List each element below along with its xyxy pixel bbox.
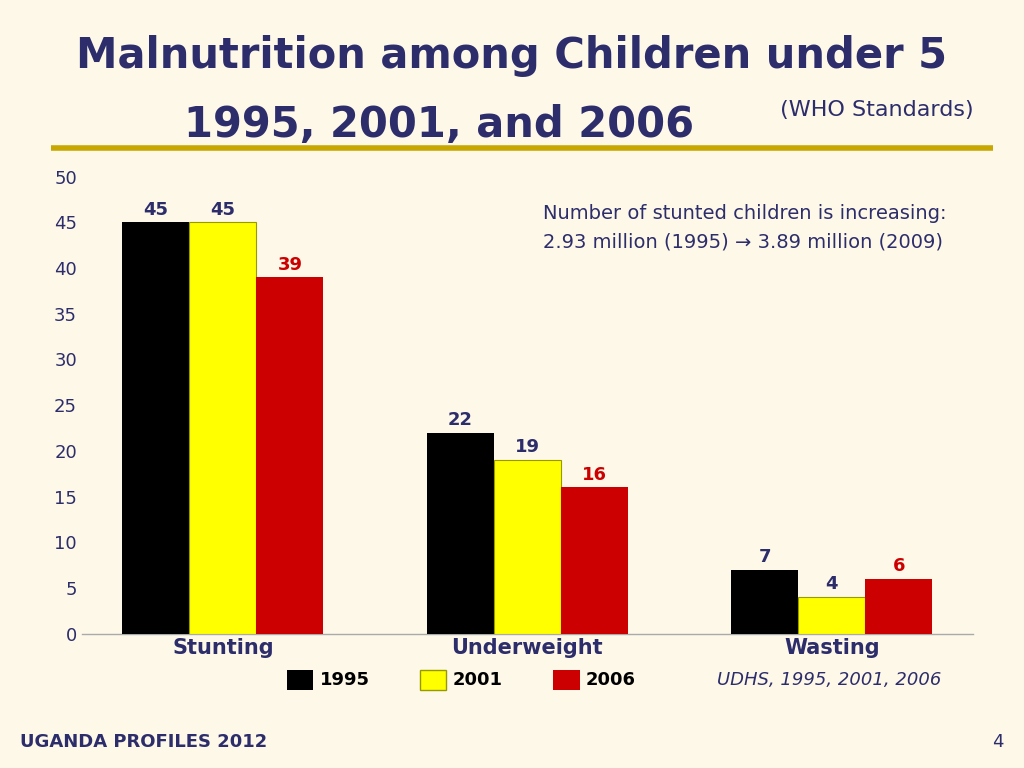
- Bar: [427, 432, 494, 634]
- Text: 4: 4: [825, 575, 838, 594]
- Text: 2001: 2001: [453, 670, 503, 689]
- Text: Malnutrition among Children under 5: Malnutrition among Children under 5: [77, 35, 947, 77]
- Text: 7: 7: [759, 548, 771, 566]
- Text: (WHO Standards): (WHO Standards): [773, 100, 974, 120]
- Text: 2006: 2006: [586, 670, 636, 689]
- Text: UDHS, 1995, 2001, 2006: UDHS, 1995, 2001, 2006: [717, 670, 941, 689]
- Bar: [123, 223, 189, 634]
- Text: 39: 39: [278, 256, 302, 273]
- Text: 1995, 2001, and 2006: 1995, 2001, and 2006: [184, 104, 694, 146]
- Bar: [731, 570, 799, 634]
- Text: 4: 4: [992, 733, 1004, 751]
- Bar: [256, 277, 324, 634]
- Bar: [494, 460, 561, 634]
- Text: 1995: 1995: [319, 670, 370, 689]
- Bar: [561, 488, 628, 634]
- Bar: [865, 579, 932, 634]
- Bar: [799, 597, 865, 634]
- Text: 16: 16: [582, 465, 607, 484]
- Text: 22: 22: [447, 411, 473, 429]
- Text: 45: 45: [210, 200, 236, 219]
- Text: Number of stunted children is increasing:
2.93 million (1995) → 3.89 million (20: Number of stunted children is increasing…: [543, 204, 946, 251]
- Bar: [189, 223, 256, 634]
- Text: UGANDA PROFILES 2012: UGANDA PROFILES 2012: [20, 733, 267, 751]
- Text: 19: 19: [515, 439, 540, 456]
- Text: 6: 6: [893, 557, 905, 575]
- Text: 45: 45: [143, 200, 168, 219]
